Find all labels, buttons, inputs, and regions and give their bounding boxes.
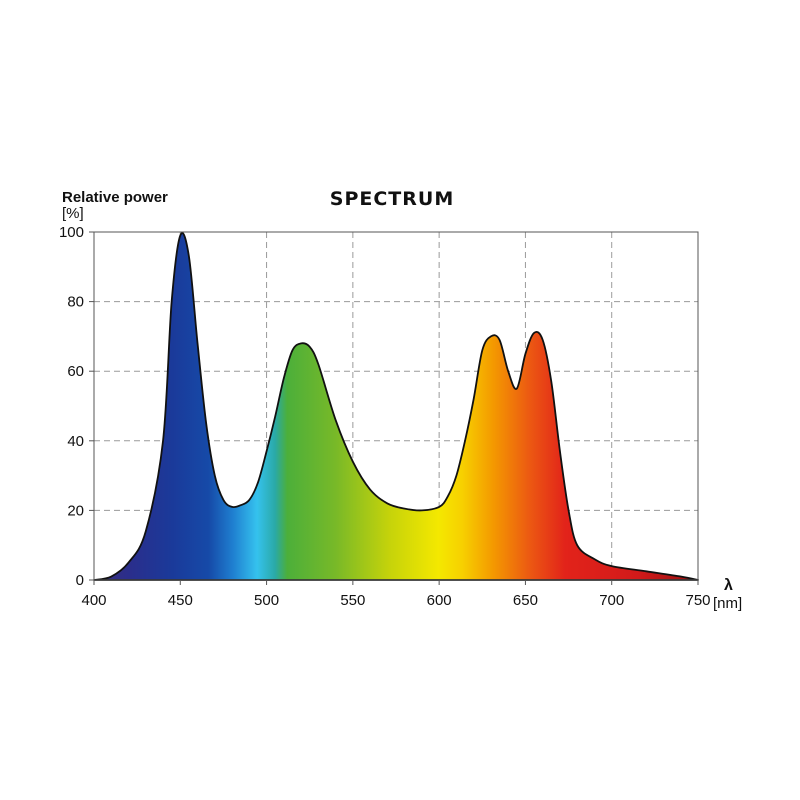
spectrum-area: [93, 232, 699, 581]
x-tick-label: 650: [513, 592, 538, 609]
chart-title: SPECTRUM: [330, 188, 454, 210]
y-tick-label: 20: [67, 502, 84, 519]
x-tick-label: 450: [168, 592, 193, 609]
y-tick-label: 0: [76, 572, 84, 589]
x-tick-label: 700: [599, 592, 624, 609]
y-axis-unit: [%]: [62, 205, 84, 222]
x-axis-symbol: λ: [724, 577, 733, 594]
x-tick-label: 750: [685, 592, 710, 609]
y-tick-label: 60: [67, 363, 84, 380]
x-tick-label: 500: [254, 592, 279, 609]
y-tick-label: 100: [59, 224, 84, 241]
axis-ticks: 400 450 500 550 600 650 700 750 0 20 40 60 80 100: [59, 224, 711, 609]
y-tick-label: 40: [67, 433, 84, 450]
x-axis-unit: [nm]: [713, 595, 742, 612]
x-tick-label: 550: [340, 592, 365, 609]
x-tick-label: 600: [427, 592, 452, 609]
plot-frame: [93, 231, 699, 581]
y-axis-label: Relative power: [62, 189, 168, 206]
y-tick-label: 80: [67, 294, 84, 311]
x-tick-label: 400: [81, 592, 106, 609]
